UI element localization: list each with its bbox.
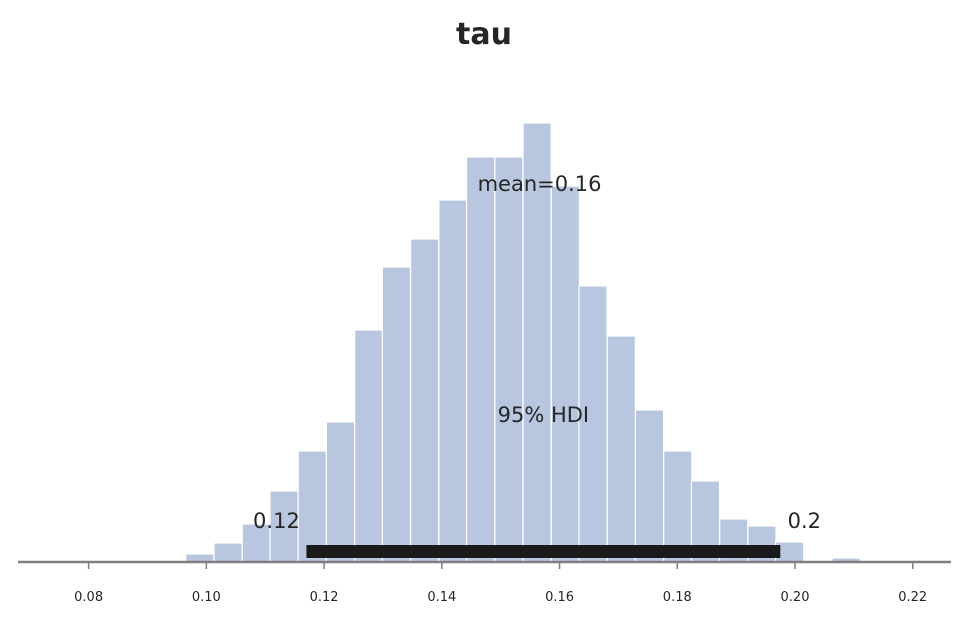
x-tick-label: 0.12 <box>310 590 339 605</box>
histogram-bar <box>606 335 636 563</box>
histogram-bar <box>354 329 384 563</box>
histogram-bar <box>522 122 552 563</box>
x-tick-label: 0.10 <box>192 590 221 605</box>
x-tick-label: 0.20 <box>781 590 810 605</box>
chart-title: tau <box>456 17 512 52</box>
histogram-bar <box>634 409 665 563</box>
histogram-bar <box>381 266 412 563</box>
histogram-bar <box>550 185 580 563</box>
histogram-bar <box>269 490 299 563</box>
histogram-bar <box>325 421 356 563</box>
hdi-interval-bar <box>306 545 781 558</box>
hdi-low-value-label: 0.12 <box>253 509 300 533</box>
hdi-annotation: 95% HDI <box>498 403 590 427</box>
hdi-high-value-label: 0.2 <box>788 509 821 533</box>
histogram-bar <box>438 199 468 563</box>
mean-annotation: mean=0.16 <box>478 172 602 196</box>
x-tick-label: 0.14 <box>427 590 456 605</box>
histogram-bar <box>494 156 524 563</box>
histogram-bar <box>410 238 440 563</box>
histogram-bar <box>213 542 243 563</box>
histogram-bar <box>663 450 693 563</box>
histogram-bar <box>465 156 496 563</box>
x-tick-label: 0.08 <box>74 590 103 605</box>
x-tick-label: 0.16 <box>545 590 574 605</box>
histogram-bar <box>297 450 327 563</box>
x-tick-label: 0.18 <box>663 590 692 605</box>
histogram-bars <box>129 122 861 563</box>
histogram-bar <box>578 285 608 563</box>
x-axis-ticks: 0.08 0.10 0.12 0.14 0.16 0.18 0.20 0.22 <box>74 562 927 605</box>
x-tick-label: 0.22 <box>898 590 927 605</box>
